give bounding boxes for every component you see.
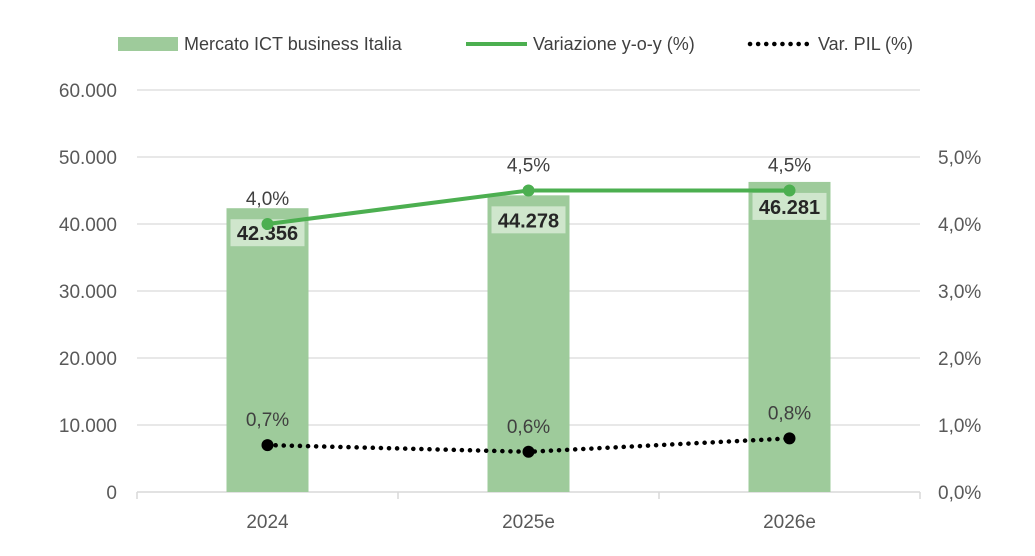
- bar: [487, 195, 570, 492]
- legend-bar-swatch: [118, 37, 178, 51]
- bar-data-label: 46.281: [759, 197, 820, 219]
- yoy-point: [783, 184, 796, 197]
- left-tick-label: 60.000: [59, 81, 117, 102]
- legend-bar-label: Mercato ICT business Italia: [184, 34, 403, 54]
- bar-data-label: 44.278: [498, 210, 559, 232]
- legend-dotted-label: Var. PIL (%): [818, 34, 913, 54]
- yoy-data-label: 4,0%: [246, 189, 289, 210]
- line-series: 4,0% 4,5% 4,5% 0,7% 0,6% 0,8%: [246, 156, 811, 458]
- yoy-data-label: 4,5%: [507, 156, 550, 177]
- gdp-point: [783, 432, 796, 445]
- legend-item-bar: Mercato ICT business Italia: [118, 34, 403, 54]
- gdp-data-label: 0,6%: [507, 417, 550, 438]
- gdp-point: [522, 445, 535, 458]
- yoy-point: [522, 184, 535, 197]
- left-tick-label: 40.000: [59, 215, 117, 236]
- bar-data-label: 42.356: [237, 223, 298, 245]
- left-axis: 0 10.000 20.000 30.000 40.000 50.000 60.000: [59, 81, 117, 504]
- right-tick-label: 4,0%: [938, 215, 981, 236]
- left-tick-label: 20.000: [59, 349, 117, 370]
- bar-label-background: [491, 206, 566, 234]
- left-tick-label: 50.000: [59, 148, 117, 169]
- left-tick-label: 30.000: [59, 282, 117, 303]
- legend: Mercato ICT business Italia Variazione y…: [118, 34, 913, 54]
- right-tick-label: 2,0%: [938, 349, 981, 370]
- legend-item-line: Variazione y-o-y (%): [466, 34, 695, 54]
- gdp-data-label: 0,8%: [768, 403, 811, 424]
- right-tick-label: 1,0%: [938, 416, 981, 437]
- x-tick-label: 2026e: [763, 512, 816, 533]
- right-tick-label: 5,0%: [938, 148, 981, 169]
- x-tick-label: 2024: [246, 512, 289, 533]
- left-tick-label: 10.000: [59, 416, 117, 437]
- yoy-data-label: 4,5%: [768, 156, 811, 177]
- right-tick-label: 3,0%: [938, 282, 981, 303]
- legend-item-dotted: Var. PIL (%): [747, 34, 913, 54]
- right-axis: 0,0% 1,0% 2,0% 3,0% 4,0% 5,0%: [938, 148, 981, 504]
- right-tick-label: 0,0%: [938, 483, 981, 504]
- x-tick-label: 2025e: [502, 512, 555, 533]
- yoy-point: [261, 218, 274, 230]
- bar-label-background: [752, 192, 827, 220]
- bar: [748, 181, 831, 492]
- gdp-point: [261, 439, 274, 452]
- x-axis: 2024 2025e 2026e: [136, 491, 921, 533]
- legend-line-label: Variazione y-o-y (%): [533, 34, 695, 54]
- gdp-data-label: 0,7%: [246, 410, 289, 431]
- left-tick-label: 0: [106, 483, 117, 504]
